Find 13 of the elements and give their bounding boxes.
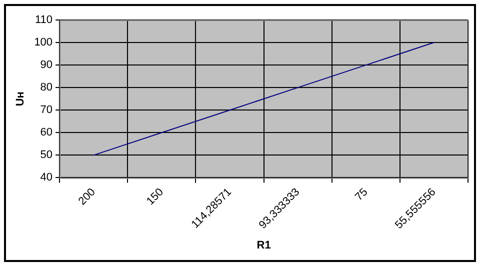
x-axis-title: R1 [256, 239, 271, 252]
y-tick-label: 110 [35, 14, 53, 26]
y-axis-title: Uн [14, 92, 27, 106]
y-tick-label: 70 [40, 104, 53, 116]
x-tick-label: 75 [353, 186, 370, 204]
y-tick-label: 80 [40, 82, 53, 94]
y-tick-label: 40 [40, 172, 53, 184]
y-tick-label: 60 [40, 126, 53, 139]
x-tick-label: 150 [144, 186, 166, 208]
y-tick-label: 90 [40, 59, 53, 72]
x-tick-label: 200 [76, 186, 98, 208]
y-tick-label: 50 [40, 149, 53, 162]
y-tick-label: 100 [34, 36, 53, 49]
